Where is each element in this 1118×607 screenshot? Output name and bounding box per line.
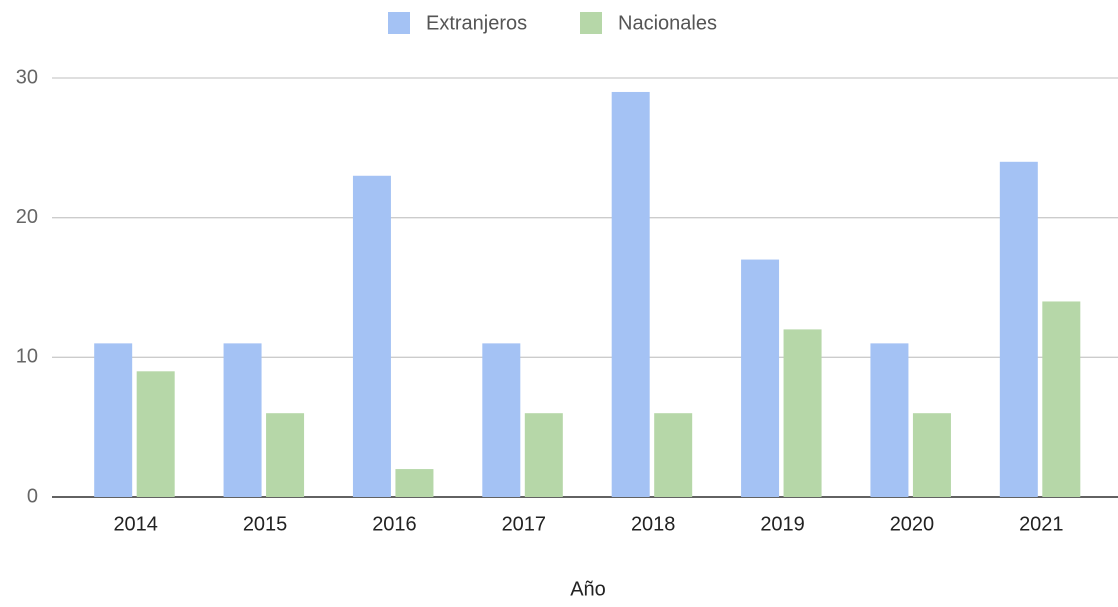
x-tick-label: 2014: [113, 513, 158, 535]
bar: [783, 329, 822, 497]
y-tick-label: 30: [16, 66, 38, 88]
legend-swatch: [388, 12, 410, 34]
legend-label: Extranjeros: [426, 12, 527, 34]
bar: [136, 371, 175, 497]
legend-swatch: [580, 12, 602, 34]
bar: [395, 469, 434, 497]
bar: [912, 413, 951, 497]
x-tick-label: 2017: [502, 513, 547, 535]
bar: [352, 175, 391, 497]
x-tick-label: 2015: [243, 513, 288, 535]
bar: [611, 91, 650, 497]
x-tick-label: 2016: [372, 513, 417, 535]
x-axis-label: Año: [570, 578, 606, 600]
x-tick-label: 2020: [890, 513, 935, 535]
y-tick-label: 10: [16, 346, 38, 368]
bar: [654, 413, 693, 497]
bar: [741, 259, 780, 497]
x-tick-label: 2019: [760, 513, 805, 535]
bar: [223, 343, 262, 497]
bar: [482, 343, 521, 497]
bar: [266, 413, 305, 497]
x-tick-label: 2018: [631, 513, 676, 535]
bar: [524, 413, 563, 497]
legend-label: Nacionales: [618, 12, 717, 34]
bar: [1042, 301, 1081, 497]
bar: [870, 343, 909, 497]
y-tick-label: 20: [16, 206, 38, 228]
bar: [94, 343, 133, 497]
x-tick-label: 2021: [1019, 513, 1064, 535]
y-tick-label: 0: [27, 485, 38, 507]
bar: [999, 161, 1038, 498]
